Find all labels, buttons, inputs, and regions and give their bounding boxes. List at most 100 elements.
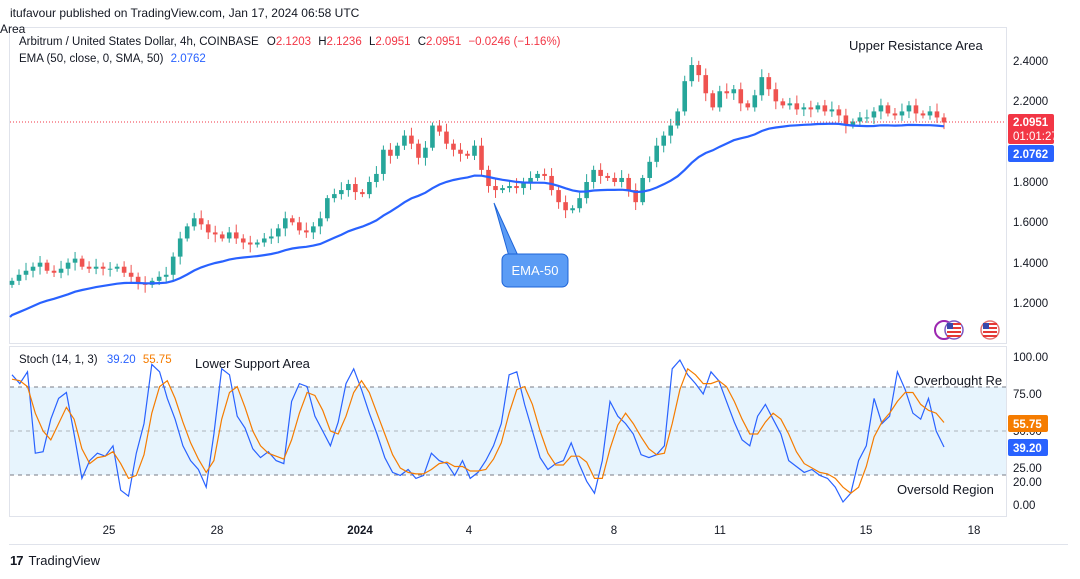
candle-body [114,266,120,269]
candle-body [612,177,617,182]
price-axis-label: 1.8000 [1013,177,1048,189]
candle-body [703,75,709,94]
price-axis-label: 2.4000 [1013,56,1048,68]
ema-legend: EMA (50, close, 0, SMA, 50) 2.0762 [19,53,206,65]
time-axis-label: 28 [211,525,224,537]
candle-body [871,111,877,118]
candle-body [135,276,141,283]
candle-body [177,238,183,257]
candle-body [416,143,421,158]
symbol-line: Arbitrum / United States Dollar, 4h, COI… [19,36,561,48]
candle-body [219,234,225,239]
candle-body [570,208,575,211]
candle-body [675,111,681,126]
ohlc-c-value: 2.0951 [426,36,461,48]
stoch-d-badge [1008,415,1048,432]
candle-body [93,266,99,269]
candle-body [44,262,50,271]
time-axis-label: 18 [968,525,981,537]
stoch-axis-label: 75.00 [1013,389,1042,401]
countdown-badge-value: 01:01:27 [1013,131,1058,143]
candle-body [598,169,603,176]
candle-body [878,105,884,112]
price-axis-label: 1.6000 [1013,217,1048,229]
candle-body [430,125,435,148]
tradingview-logo[interactable]: 17 TradingView [10,553,100,568]
candle-body [212,232,218,235]
ohlc-l-label: L [369,36,376,48]
candle-body [899,111,905,116]
upper-resistance-annotation: Upper Resistance Area [849,38,983,53]
candle-body [170,256,176,275]
candle-body [444,131,449,144]
stoch-k-legend-value: 39.20 [107,354,136,366]
stoch-axis-label-hidden: 20.00 [1013,477,1042,489]
candle-body [437,125,442,132]
time-axis-label: 2024 [347,525,373,537]
candle-body [654,145,659,162]
candle-body [297,222,302,231]
candle-body [514,186,519,189]
candle-body [920,113,926,116]
candle-body [290,218,295,223]
candle-body [304,230,309,233]
ohlc-c-label: C [418,36,426,48]
candle-body [86,266,92,269]
ema-callout-pointer [493,202,521,261]
candle-body [808,107,814,110]
candle-body [556,190,561,203]
candle-body [282,218,288,229]
candle-body [927,111,933,116]
candle-body [787,103,793,106]
candle-body [941,117,947,123]
symbol-name: Arbitrum / United States Dollar, 4h, COI… [19,36,259,48]
ema-price-badge-value: 2.0762 [1013,149,1048,161]
stoch-legend-label: Stoch (14, 1, 3) [19,354,98,366]
last-price-badge [1008,114,1054,144]
price-axis-label: 1.2000 [1013,298,1048,310]
candle-body [353,184,358,193]
candle-body [346,184,351,191]
us-flag-icon[interactable] [934,320,964,340]
candle-body [815,105,821,110]
candle-body [184,226,190,239]
candle-body [311,226,316,233]
time-axis-label: 4 [466,525,473,537]
candle-body [801,107,807,110]
candle-body [409,135,414,144]
candle-body [493,186,498,191]
price-axis-label: 2.2000 [1013,96,1048,108]
candle-body [367,182,372,195]
ema-legend-value: 2.0762 [171,53,206,65]
candle-body [261,238,267,243]
time-axis-label: 8 [611,525,617,537]
candle-body [395,145,400,156]
candle-body [472,145,477,156]
stoch-d-badge-value: 55.75 [1013,419,1042,431]
candle-body [794,103,800,110]
candle-body [591,169,596,182]
candle-body [724,91,730,94]
candle-body [339,190,344,195]
last-price-badge-value: 2.0951 [1013,117,1049,129]
candle-body [605,175,610,178]
ohlc-l-value: 2.0951 [375,36,410,48]
candle-body [885,105,891,114]
stoch-d-legend-value: 55.75 [143,354,172,366]
candle-body [850,121,856,126]
candle-body [500,188,505,191]
candle-body [584,182,589,199]
candle-body [388,149,393,156]
candle-body [738,89,744,104]
candle-body [205,224,211,233]
candle-body [191,218,197,227]
ohlc-change: −0.0246 (−1.16%) [468,36,560,48]
time-axis-label: 11 [714,525,726,537]
tradingview-logo-icon: 17 [10,553,24,568]
candle-body [58,268,64,273]
us-flag-icon[interactable] [980,320,1000,340]
candle-body [268,236,274,239]
candle-body [710,93,716,108]
candle-body [759,77,765,96]
